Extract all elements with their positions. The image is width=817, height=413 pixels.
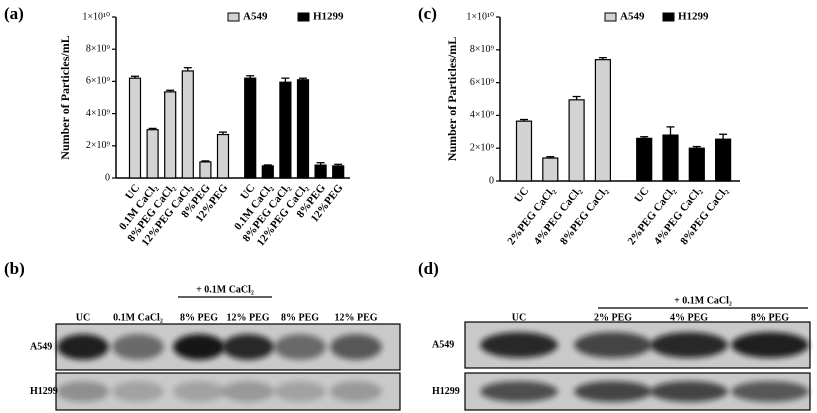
bar — [216, 133, 230, 179]
y-tick-label: 8×10⁹ — [86, 43, 111, 54]
legend-label: H1299 — [678, 11, 709, 23]
bar — [261, 165, 274, 179]
blot-band — [731, 381, 809, 402]
bar — [199, 161, 212, 179]
legend-swatch — [297, 12, 310, 22]
row-label: A549 — [432, 339, 454, 350]
blot-band — [274, 334, 326, 360]
panel-label: (d) — [418, 259, 439, 278]
blot-band — [112, 381, 164, 402]
blot-band — [57, 334, 109, 360]
blot-band — [330, 381, 382, 402]
y-tick-label: 2×10⁹ — [86, 140, 111, 151]
bar — [568, 99, 585, 182]
lane-label: 8% PEG — [281, 312, 319, 323]
blot-band — [173, 334, 225, 360]
y-axis-title: Number of Particles/mL — [445, 37, 459, 161]
lane-label: 0.1M CaCl₂ — [113, 312, 163, 323]
y-tick-label: 4×10⁹ — [470, 110, 495, 121]
lane-label: 8% PEG — [180, 312, 218, 323]
lane-label: UC — [512, 312, 526, 323]
bar — [128, 77, 142, 179]
blot-band — [112, 334, 164, 360]
y-tick-label: 2×10⁹ — [470, 142, 495, 153]
blot-band — [480, 381, 558, 402]
bar — [594, 59, 612, 182]
y-tick-label: 0 — [489, 175, 494, 186]
blot-band — [222, 334, 274, 360]
blot-band — [480, 332, 558, 358]
bar — [279, 81, 292, 179]
bar — [515, 120, 533, 182]
bar — [662, 134, 679, 182]
y-tick-label: 6×10⁹ — [86, 76, 111, 87]
legend-swatch — [662, 12, 675, 22]
bar — [244, 77, 257, 179]
blot-band — [731, 332, 809, 358]
lane-label: 8% PEG — [751, 312, 789, 323]
row-label: H1299 — [30, 386, 58, 397]
legend-label: A549 — [620, 11, 645, 23]
y-axis-title: Number of Particles/mL — [58, 35, 72, 159]
bar — [332, 165, 345, 179]
lane-label: UC — [76, 312, 90, 323]
bar — [146, 129, 159, 179]
x-tick-label: UC — [512, 185, 531, 205]
legend-label: A549 — [243, 11, 268, 23]
blot-band — [222, 381, 274, 402]
lane-label: 4% PEG — [670, 312, 708, 323]
y-tick-label: 1×10¹⁰ — [82, 11, 110, 22]
blot-band — [173, 381, 225, 402]
panel-label: (c) — [418, 4, 437, 23]
row-label: H1299 — [432, 386, 460, 397]
bar — [688, 147, 705, 182]
blot-band — [650, 332, 728, 358]
x-tick-label: 8%PEG CaCl₂ — [678, 184, 731, 247]
y-tick-label: 0 — [105, 172, 110, 183]
x-tick-label: 8%PEG CaCl₂ — [558, 184, 611, 247]
legend-swatch — [227, 12, 240, 22]
blot-header: + 0.1M CaCl₂ — [196, 284, 254, 295]
panel-label: (b) — [4, 259, 25, 278]
blot-band — [650, 381, 728, 402]
bar — [314, 164, 327, 179]
bar — [181, 70, 194, 179]
blot-band — [574, 381, 652, 402]
bar — [542, 157, 559, 182]
bar — [164, 91, 177, 179]
blot-band — [574, 332, 652, 358]
blot-band — [57, 381, 109, 402]
blot-header: + 0.1M CaCl₂ — [674, 295, 732, 306]
y-tick-label: 8×10⁹ — [470, 44, 495, 55]
y-tick-label: 1×10¹⁰ — [466, 11, 494, 22]
legend-label: H1299 — [313, 11, 344, 23]
blot-band — [274, 381, 326, 402]
blot-band — [330, 334, 382, 360]
legend-swatch — [604, 12, 617, 22]
bar — [636, 137, 653, 182]
lane-label: 2% PEG — [594, 312, 632, 323]
y-tick-label: 6×10⁹ — [470, 77, 495, 88]
y-tick-label: 4×10⁹ — [86, 108, 111, 119]
bar — [714, 138, 732, 182]
row-label: A549 — [30, 341, 52, 352]
lane-label: 12% PEG — [334, 312, 377, 323]
lane-label: 12% PEG — [226, 312, 269, 323]
x-tick-label: UC — [632, 185, 651, 205]
panel-label: (a) — [4, 4, 24, 23]
bar — [296, 79, 310, 179]
